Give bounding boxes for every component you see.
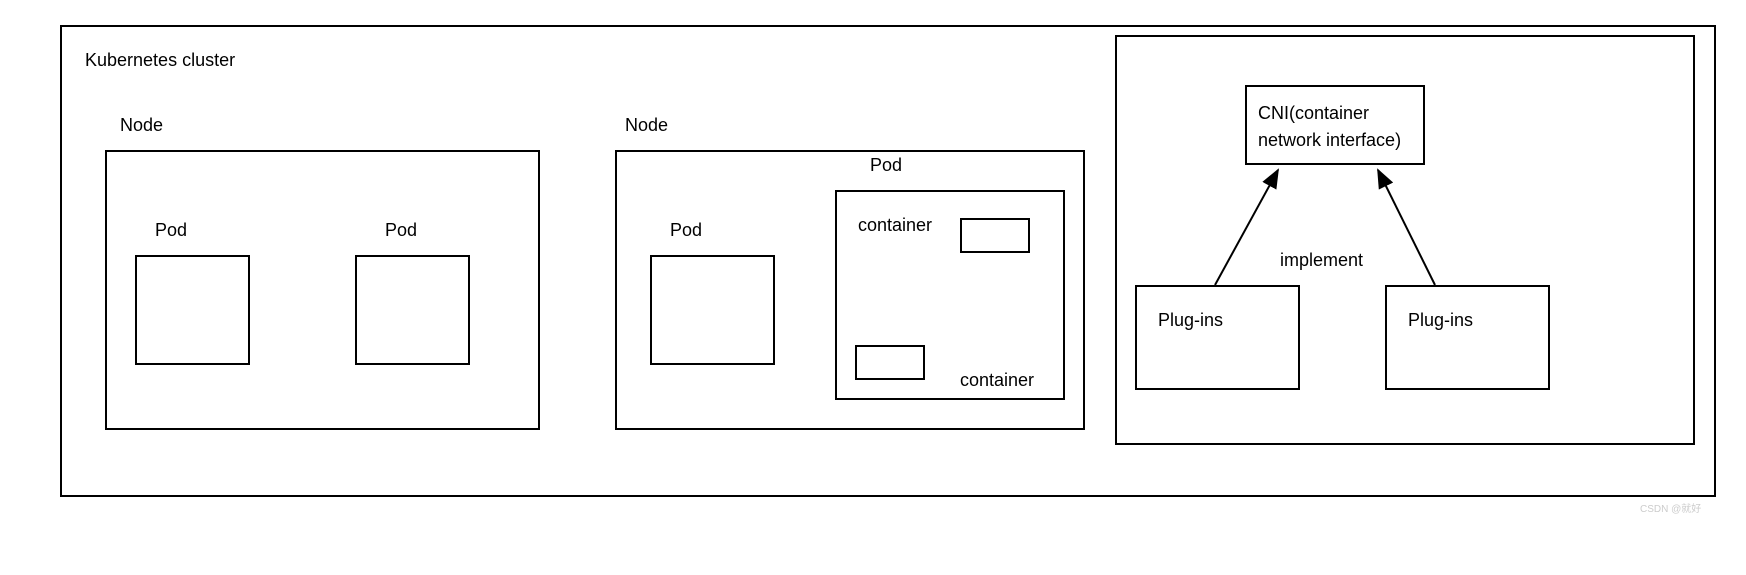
plugin2-box: [1385, 285, 1550, 390]
container1-box: [960, 218, 1030, 253]
node1-pod2-box: [355, 255, 470, 365]
kubernetes-diagram: Kubernetes cluster Node Pod Pod Node Pod…: [0, 0, 1746, 575]
node2-podbig-label: Pod: [870, 155, 902, 176]
container2-label: container: [960, 370, 1034, 391]
node1-title: Node: [120, 115, 163, 136]
container1-label: container: [858, 215, 932, 236]
watermark: CSDN @就好: [1640, 500, 1701, 515]
cni-label: CNI(containernetwork interface): [1258, 100, 1428, 154]
node1-pod1-label: Pod: [155, 220, 187, 241]
plugin1-box: [1135, 285, 1300, 390]
node2-title: Node: [625, 115, 668, 136]
node1-pod2-label: Pod: [385, 220, 417, 241]
cluster-title: Kubernetes cluster: [85, 50, 235, 71]
implement-label: implement: [1280, 250, 1363, 271]
node1-pod1-box: [135, 255, 250, 365]
container2-box: [855, 345, 925, 380]
node2-pod1-label: Pod: [670, 220, 702, 241]
plugin2-label: Plug-ins: [1408, 310, 1473, 331]
node2-pod1-box: [650, 255, 775, 365]
plugin1-label: Plug-ins: [1158, 310, 1223, 331]
